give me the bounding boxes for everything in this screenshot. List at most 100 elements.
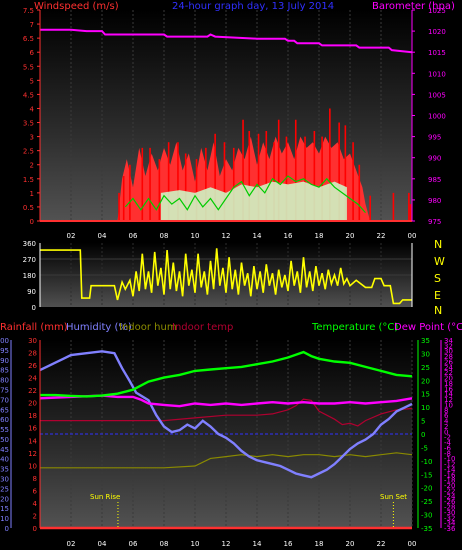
wind-x-tick-label: 08 bbox=[160, 232, 169, 240]
rain-tick-label: 18 bbox=[28, 412, 37, 420]
wind-x-tick-label: 16 bbox=[284, 232, 293, 240]
rain-tick-label: 2 bbox=[33, 512, 37, 520]
temp-tick-label: 5 bbox=[421, 418, 425, 426]
wind-tick-label: 4.5 bbox=[23, 91, 34, 99]
dew-tick-label: 22 bbox=[444, 369, 453, 377]
temp-tick-label: 25 bbox=[421, 364, 430, 372]
wind-x-tick-label: 10 bbox=[191, 232, 200, 240]
baro-tick-label: 1020 bbox=[428, 28, 446, 36]
wind-direction-line bbox=[40, 248, 412, 305]
dew-tick-label: -8 bbox=[444, 450, 451, 458]
baro-tick-label: 1005 bbox=[428, 91, 446, 99]
direction-axes: 0 90 180 270 360 bbox=[23, 240, 413, 312]
legend-temperature: Temperature (°C) bbox=[311, 322, 398, 333]
humidity-tick-label: 75 bbox=[0, 386, 9, 394]
direction-label-e: E bbox=[434, 289, 441, 302]
humidity-tick-label: 50 bbox=[0, 436, 9, 444]
temp-tick-label: 30 bbox=[421, 350, 430, 358]
direction-tick-label: 0 bbox=[32, 304, 36, 312]
humidity-tick-label: 80 bbox=[0, 377, 9, 385]
dew-tick-label: 12 bbox=[444, 396, 453, 404]
temp-tick-label: 20 bbox=[421, 377, 430, 385]
dew-tick-label: 16 bbox=[444, 385, 453, 393]
humidity-tick-label: 100 bbox=[0, 337, 9, 345]
rain-tick-label: 20 bbox=[28, 400, 37, 408]
baro-tick-label: 1025 bbox=[428, 7, 446, 15]
dew-tick-label: 0 bbox=[444, 428, 448, 436]
temp-tick-label: -5 bbox=[421, 444, 428, 452]
legend-indoor-hum: Indoor hum bbox=[119, 322, 177, 333]
baro-tick-label: 995 bbox=[428, 134, 441, 142]
baro-tick-label: 990 bbox=[428, 155, 441, 163]
dew-tick-label: 14 bbox=[444, 391, 453, 399]
rain-tick-label: 30 bbox=[28, 337, 37, 345]
dew-tick-label: -30 bbox=[444, 509, 455, 517]
temp-tick-label: -20 bbox=[421, 485, 432, 493]
barometer-line bbox=[40, 28, 413, 54]
wind-tick-label: 3 bbox=[30, 134, 34, 142]
temp-tick-label: 0 bbox=[421, 431, 425, 439]
wind-tick-label: 2.5 bbox=[23, 148, 34, 156]
dew-tick-label: -14 bbox=[444, 466, 456, 474]
dew-tick-label: 30 bbox=[444, 348, 453, 356]
humidity-tick-label: 65 bbox=[0, 406, 9, 414]
wind-tick-label: 7 bbox=[30, 21, 34, 29]
wind-tick-label: 4 bbox=[30, 105, 35, 113]
wind-x-tick-label: 18 bbox=[315, 232, 324, 240]
temp-tick-label: -25 bbox=[421, 498, 432, 506]
dew-tick-label: -36 bbox=[444, 525, 456, 533]
dew-tick-label: 24 bbox=[444, 364, 453, 372]
dew-tick-label: 32 bbox=[444, 342, 453, 350]
dew-tick-label: -6 bbox=[444, 444, 452, 452]
sunrise-label: Sun Rise bbox=[90, 493, 120, 501]
legend-indoor-temp: Indoor temp bbox=[172, 322, 233, 333]
rain-tick-label: 22 bbox=[28, 387, 37, 395]
dew-tick-label: -32 bbox=[444, 514, 455, 522]
rain-tick-label: 8 bbox=[33, 475, 37, 483]
humidity-tick-label: 40 bbox=[0, 456, 9, 464]
rain-tick-label: 0 bbox=[33, 525, 37, 533]
wind-tick-label: 7.5 bbox=[23, 7, 34, 15]
temp-x-tick-label: 08 bbox=[160, 540, 169, 548]
wind-x-tick-label: 06 bbox=[129, 232, 138, 240]
dew-tick-label: 18 bbox=[444, 380, 453, 388]
dew-tick-label: 6 bbox=[444, 412, 449, 420]
temp-x-tick-label: 20 bbox=[346, 540, 355, 548]
temp-x-tick-label: 02 bbox=[67, 540, 76, 548]
wind-tick-label: 3.5 bbox=[23, 120, 34, 128]
dew-tick-label: 20 bbox=[444, 375, 453, 383]
baro-tick-label: 975 bbox=[428, 218, 441, 226]
humidity-tick-label: 60 bbox=[0, 416, 9, 424]
humidity-tick-label: 70 bbox=[0, 396, 9, 404]
wind-tick-label: 0 bbox=[30, 218, 34, 226]
wind-x-tick-label: 20 bbox=[346, 232, 355, 240]
rain-tick-label: 26 bbox=[28, 362, 37, 370]
dew-tick-label: 28 bbox=[444, 353, 453, 361]
wind-tick-label: 1.5 bbox=[23, 176, 34, 184]
humidity-tick-label: 55 bbox=[0, 426, 9, 434]
legend-rainfall: Rainfall (mm) bbox=[0, 322, 68, 333]
dew-tick-label: -2 bbox=[444, 434, 451, 442]
humidity-tick-label: 10 bbox=[0, 515, 9, 523]
direction-label-w: W bbox=[434, 255, 445, 268]
temp-x-tick-label: 16 bbox=[284, 540, 293, 548]
wind-x-tick-label: 04 bbox=[98, 232, 107, 240]
wind-axis-title: Windspeed (m/s) bbox=[34, 1, 119, 12]
humidity-tick-label: 85 bbox=[0, 367, 9, 375]
sunset-label: Sun Set bbox=[380, 493, 407, 501]
legend-dewpoint: Dew Point (°C) bbox=[394, 322, 462, 333]
dew-tick-label: 26 bbox=[444, 358, 453, 366]
temp-tick-label: 10 bbox=[421, 404, 430, 412]
baro-tick-label: 1010 bbox=[428, 70, 446, 78]
temp-tick-label: -10 bbox=[421, 458, 432, 466]
direction-label-s: S bbox=[434, 272, 441, 285]
humidity-tick-label: 30 bbox=[0, 476, 9, 484]
direction-marks bbox=[40, 248, 412, 305]
graph-title: 24-hour graph day, 13 July 2014 bbox=[172, 1, 334, 12]
rain-tick-label: 16 bbox=[28, 425, 37, 433]
series-line-temperature-c bbox=[40, 350, 413, 398]
humidity-tick-label: 35 bbox=[0, 466, 9, 474]
dew-tick-label: -22 bbox=[444, 487, 455, 495]
direction-label-n-bottom: N bbox=[434, 304, 442, 317]
